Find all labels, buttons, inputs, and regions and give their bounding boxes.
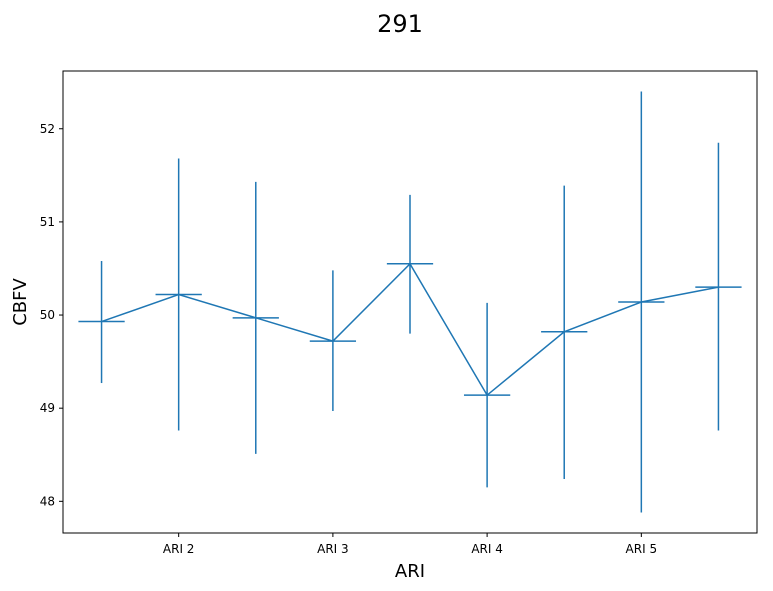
y-tick-label: 48 (40, 494, 55, 508)
x-axis-label: ARI (395, 561, 425, 582)
y-tick-label: 50 (40, 308, 55, 322)
x-axis-ticks: ARI 2 ARI 3 ARI 4 ARI 5 (163, 533, 657, 556)
x-tick-label: ARI 4 (471, 542, 503, 556)
y-axis-ticks: 48 49 50 51 52 (40, 122, 63, 508)
y-axis-label: CBFV (10, 278, 31, 326)
chart-title: 291 (377, 10, 423, 38)
x-tick-label: ARI 5 (626, 542, 658, 556)
y-tick-label: 51 (40, 215, 55, 229)
y-tick-label: 49 (40, 401, 55, 415)
plot-marks (78, 91, 742, 513)
x-tick-label: ARI 3 (317, 542, 349, 556)
x-tick-label: ARI 2 (163, 542, 195, 556)
plot-area-frame (62, 70, 758, 534)
y-tick-label: 52 (40, 122, 55, 136)
